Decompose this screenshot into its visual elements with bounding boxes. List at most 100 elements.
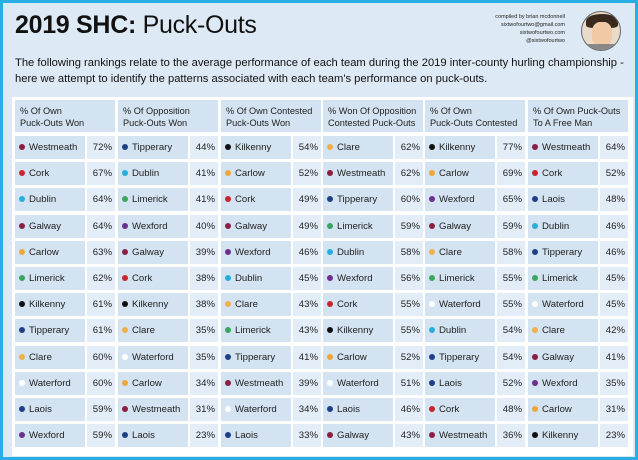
team-cell: Carlow — [425, 162, 495, 186]
team-color-dot-icon — [225, 327, 231, 334]
team-color-dot-icon — [327, 275, 333, 281]
percentage-cell: 35% — [190, 319, 218, 343]
team-name: Laois — [542, 194, 565, 206]
table-row: Clare 42% — [528, 319, 628, 343]
team-name: Tipperary — [132, 142, 173, 153]
team-color-dot-icon — [429, 222, 435, 229]
team-color-dot-icon — [327, 327, 333, 334]
team-cell: Waterford — [528, 293, 598, 317]
team-cell: Waterford — [221, 398, 291, 421]
team-cell: Waterford — [323, 371, 393, 395]
team-cell: Westmeath — [118, 398, 188, 421]
column-header: % Of Own Contested Puck-Outs Won — [221, 100, 321, 132]
team-cell: Wexford — [323, 267, 393, 290]
table-row: Cork 38% — [118, 267, 218, 290]
percentage-cell: 33% — [293, 424, 321, 448]
percentage-cell: 61% — [87, 293, 115, 317]
table-row: Cork 49% — [221, 188, 321, 212]
team-color-dot-icon — [327, 222, 333, 229]
ranking-column: % Of Own Contested Puck-Outs Won Kilkenny 5… — [221, 100, 321, 448]
table-row: Cork 55% — [323, 293, 423, 317]
column-header-line: % Of Own — [20, 106, 62, 116]
percentage-cell: 55% — [395, 293, 423, 317]
team-color-dot-icon — [429, 275, 435, 281]
table-row: Laois 33% — [221, 424, 321, 448]
table-row: Wexford 46% — [221, 240, 321, 264]
percentage-cell: 56% — [395, 267, 423, 290]
page-title: 2019 SHC: Puck-Outs — [15, 11, 257, 40]
team-name: Cork — [132, 273, 153, 284]
table-row: Galway 59% — [425, 214, 525, 238]
table-row: Waterford 60% — [15, 371, 115, 395]
percentage-cell: 64% — [600, 136, 628, 159]
percentage-cell: 38% — [190, 293, 218, 317]
percentage-cell: 52% — [395, 345, 423, 369]
team-name: Tipperary — [235, 351, 276, 363]
team-color-dot-icon — [122, 379, 128, 386]
team-name: Westmeath — [132, 404, 181, 415]
table-row: Dublin 46% — [528, 214, 628, 238]
team-cell: Wexford — [118, 214, 188, 238]
team-name: Waterford — [439, 299, 481, 311]
table-row: Kilkenny 23% — [528, 424, 628, 448]
team-cell: Waterford — [15, 371, 85, 395]
team-name: Clare — [235, 299, 258, 311]
team-cell: Limerick — [425, 267, 495, 290]
table-row: Galway 64% — [15, 214, 115, 238]
percentage-cell: 48% — [600, 188, 628, 212]
team-cell: Carlow — [528, 398, 598, 421]
table-row: Tipperary 60% — [323, 188, 423, 212]
team-name: Westmeath — [542, 142, 591, 153]
percentage-cell: 34% — [293, 398, 321, 421]
team-name: Laois — [337, 404, 360, 415]
team-name: Dublin — [542, 220, 570, 232]
team-cell: Westmeath — [528, 136, 598, 159]
team-name: Galway — [235, 220, 267, 232]
column-header-line: Contested Puck-Outs — [328, 118, 416, 128]
team-name: Kilkenny — [337, 325, 374, 337]
team-name: Tipperary — [439, 351, 480, 363]
team-color-dot-icon — [225, 222, 231, 229]
table-row: Dublin 41% — [118, 162, 218, 186]
table-row: Westmeath 64% — [528, 136, 628, 159]
team-color-dot-icon — [532, 353, 538, 360]
percentage-cell: 31% — [600, 398, 628, 421]
team-name: Galway — [29, 220, 61, 232]
ranking-column: % Of Opposition Puck-Outs Won Tipperary 44%… — [118, 100, 218, 448]
team-name: Westmeath — [29, 142, 78, 153]
team-name: Carlow — [542, 404, 572, 415]
team-color-dot-icon — [327, 432, 333, 439]
team-color-dot-icon — [429, 327, 435, 334]
team-cell: Limerick — [323, 214, 393, 238]
team-name: Laois — [439, 377, 462, 389]
team-cell: Tipperary — [221, 345, 291, 369]
team-color-dot-icon — [225, 301, 231, 308]
team-color-dot-icon — [327, 353, 333, 360]
percentage-cell: 23% — [600, 424, 628, 448]
table-row: Cork 67% — [15, 162, 115, 186]
team-cell: Tipperary — [15, 319, 85, 343]
team-cell: Cork — [528, 162, 598, 186]
team-name: Dublin — [132, 168, 160, 180]
team-name: Clare — [29, 351, 52, 363]
percentage-cell: 54% — [293, 136, 321, 159]
team-cell: Limerick — [15, 267, 85, 290]
table-row: Clare 35% — [118, 319, 218, 343]
team-color-dot-icon — [532, 248, 538, 255]
team-name: Clare — [337, 142, 360, 153]
team-cell: Kilkenny — [15, 293, 85, 317]
team-cell: Dublin — [323, 240, 393, 264]
team-cell: Limerick — [221, 319, 291, 343]
team-name: Kilkenny — [235, 142, 272, 153]
percentage-cell: 59% — [497, 214, 525, 238]
team-name: Carlow — [235, 168, 265, 180]
team-color-dot-icon — [429, 301, 435, 308]
team-name: Cork — [235, 194, 256, 206]
column-header-line: Puck-Outs Won — [20, 118, 85, 128]
team-cell: Laois — [323, 398, 393, 421]
team-color-dot-icon — [532, 379, 538, 386]
table-row: Dublin 58% — [323, 240, 423, 264]
team-name: Waterford — [132, 351, 174, 363]
team-color-dot-icon — [122, 406, 128, 412]
team-cell: Galway — [323, 424, 393, 448]
